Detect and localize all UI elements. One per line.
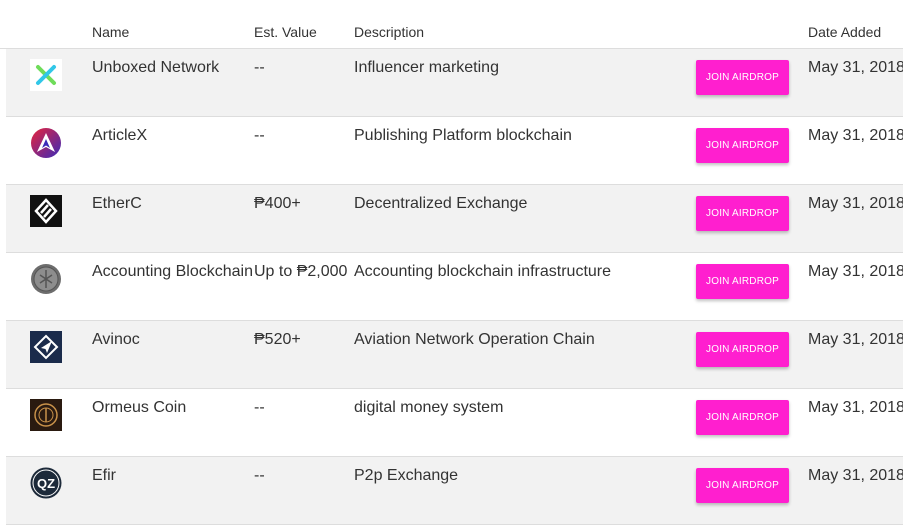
table-row: QZ Efir -- P2p Exchange JOIN AIRDROP May… xyxy=(6,457,903,525)
join-airdrop-button[interactable]: JOIN AIRDROP xyxy=(696,128,789,163)
row-date-added: May 31, 2018 xyxy=(808,331,903,348)
row-description: Influencer marketing xyxy=(354,59,499,76)
table-row: ArticleX -- Publishing Platform blockcha… xyxy=(6,117,903,185)
join-airdrop-button[interactable]: JOIN AIRDROP xyxy=(696,332,789,367)
row-description: Aviation Network Operation Chain xyxy=(354,331,595,348)
header-date-added: Date Added xyxy=(808,24,882,40)
header-name: Name xyxy=(92,24,130,40)
join-airdrop-button[interactable]: JOIN AIRDROP xyxy=(696,468,789,503)
row-est-value: Up to ₱2,000 xyxy=(254,263,348,280)
etherc-logo-icon xyxy=(30,195,62,227)
row-name: Avinoc xyxy=(92,331,140,348)
join-airdrop-button[interactable]: JOIN AIRDROP xyxy=(696,400,789,435)
row-description: P2p Exchange xyxy=(354,467,459,484)
row-date-added: May 31, 2018 xyxy=(808,467,903,484)
row-est-value: ₱520+ xyxy=(254,331,301,348)
row-date-added: May 31, 2018 xyxy=(808,263,903,280)
table-row: EtherC ₱400+ Decentralized Exchange JOIN… xyxy=(6,185,903,253)
articlex-a-logo-icon xyxy=(30,127,62,159)
header-description: Description xyxy=(354,24,425,40)
row-name: Accounting Blockchain xyxy=(92,263,253,280)
row-description: Accounting blockchain infrastructure xyxy=(354,263,612,280)
row-est-value: -- xyxy=(254,59,265,76)
row-description: Publishing Platform blockchain xyxy=(354,127,572,144)
header-est-value: Est. Value xyxy=(254,24,317,40)
row-date-added: May 31, 2018 xyxy=(808,59,903,76)
svg-text:QZ: QZ xyxy=(37,476,55,491)
row-name: ArticleX xyxy=(92,127,148,144)
join-airdrop-button[interactable]: JOIN AIRDROP xyxy=(696,196,789,231)
efir-qz-logo-icon: QZ xyxy=(30,467,62,499)
row-name: Efir xyxy=(92,467,116,484)
table-row: Ormeus Coin -- digital money system JOIN… xyxy=(6,389,903,457)
table-row: Accounting Blockchain Up to ₱2,000 Accou… xyxy=(6,253,903,321)
table-row: Unboxed Network -- Influencer marketing … xyxy=(6,49,903,117)
join-airdrop-button[interactable]: JOIN AIRDROP xyxy=(696,264,789,299)
row-est-value: ₱400+ xyxy=(254,195,301,212)
row-est-value: -- xyxy=(254,399,265,416)
accounting-coin-logo-icon xyxy=(30,263,62,295)
row-name: EtherC xyxy=(92,195,142,212)
row-date-added: May 31, 2018 xyxy=(808,399,903,416)
avinoc-logo-icon xyxy=(30,331,62,363)
row-date-added: May 31, 2018 xyxy=(808,127,903,144)
join-airdrop-button[interactable]: JOIN AIRDROP xyxy=(696,60,789,95)
row-est-value: -- xyxy=(254,127,265,144)
table-row: Avinoc ₱520+ Aviation Network Operation … xyxy=(6,321,903,389)
ormeus-coin-logo-icon xyxy=(30,399,62,431)
unboxed-x-logo-icon xyxy=(30,59,62,91)
table-header: Name Est. Value Description Date Added xyxy=(0,0,903,49)
row-name: Ormeus Coin xyxy=(92,399,187,416)
row-description: digital money system xyxy=(354,399,504,416)
row-date-added: May 31, 2018 xyxy=(808,195,903,212)
row-name: Unboxed Network xyxy=(92,59,220,76)
row-description: Decentralized Exchange xyxy=(354,195,528,212)
row-est-value: -- xyxy=(254,467,265,484)
